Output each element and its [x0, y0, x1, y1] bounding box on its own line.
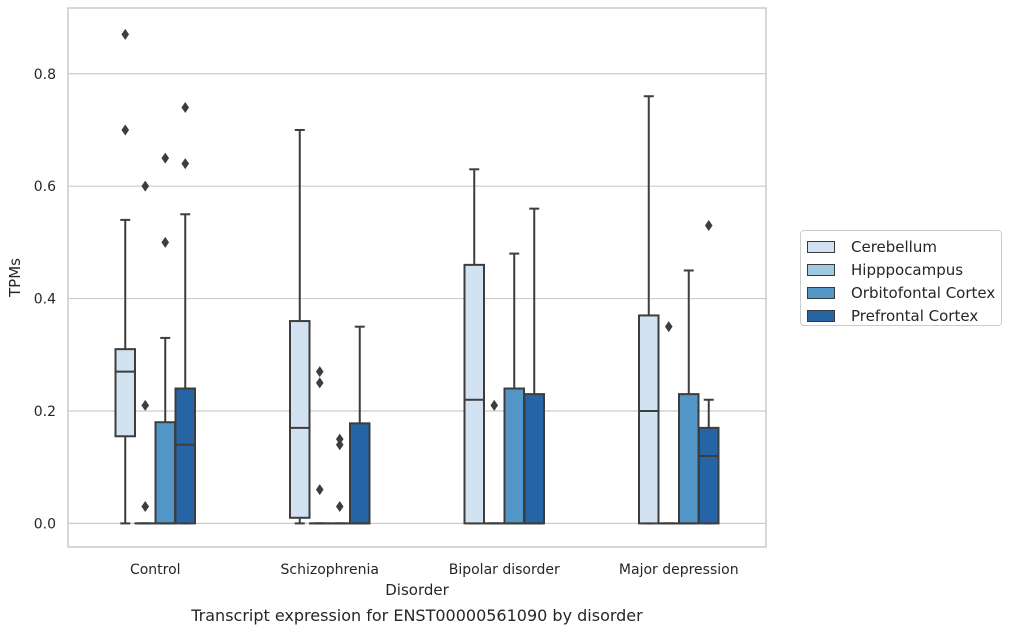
boxes: [114, 28, 720, 525]
legend-item: Orbitofontal Cortex: [801, 281, 1001, 304]
legend-swatch: [807, 309, 835, 322]
outlier-point: [141, 399, 150, 411]
legend-label: Cerebellum: [851, 237, 937, 256]
iqr-box: [289, 320, 311, 519]
outlier-point: [181, 158, 190, 170]
box-cerebellum: [114, 28, 136, 525]
outlier-point: [490, 399, 499, 411]
y-tick-label: 0.0: [34, 516, 56, 532]
box-prefrontal-cortex: [523, 207, 545, 525]
x-axis-label: Disorder: [385, 581, 449, 599]
box-hipppocampus: [658, 321, 680, 525]
legend-label: Prefrontal Cortex: [851, 306, 979, 325]
outlier-point: [315, 484, 324, 496]
iqr-box: [349, 422, 371, 525]
outlier-point: [121, 28, 130, 40]
iqr-box: [523, 393, 545, 525]
x-tick-label: Schizophrenia: [281, 562, 379, 578]
outlier-point: [181, 101, 190, 113]
y-tick-label: 0.2: [34, 404, 56, 420]
box-orbitofontal-cortex: [154, 152, 176, 525]
outlier-point: [664, 321, 673, 333]
iqr-box: [114, 348, 136, 438]
outlier-point: [335, 433, 344, 445]
outlier-point: [335, 501, 344, 513]
box-hipppocampus: [134, 180, 156, 525]
plot-frame: [67, 7, 767, 548]
iqr-box: [698, 426, 720, 525]
legend-swatch: [807, 240, 835, 253]
outlier-point: [315, 377, 324, 389]
box-cerebellum: [638, 95, 660, 525]
box-prefrontal-cortex: [698, 220, 720, 525]
x-tick-label: Major depression: [619, 562, 739, 578]
legend-swatch: [807, 286, 835, 299]
y-tick-label: 0.4: [34, 292, 56, 308]
boxplot-chart: TPMs Disorder 0.0 0.2 0.4 0.6 0.8 Control Schi…: [6, 7, 767, 599]
box-prefrontal-cortex: [174, 101, 196, 525]
box-hipppocampus: [483, 399, 505, 525]
outlier-point: [704, 220, 713, 232]
iqr-box: [678, 393, 700, 525]
y-axis-label: TPMs: [6, 258, 24, 298]
y-tick-label: 0.8: [34, 67, 56, 83]
x-tick-label: Control: [130, 562, 181, 578]
iqr-box: [503, 387, 525, 525]
box-cerebellum: [289, 128, 311, 525]
outlier-point: [141, 180, 150, 192]
box-hipppocampus: [309, 366, 331, 525]
legend-item: Prefrontal Cortex: [801, 304, 1001, 327]
iqr-box: [154, 421, 176, 525]
outlier-point: [161, 236, 170, 248]
iqr-box: [463, 263, 485, 525]
outlier-point: [315, 366, 324, 378]
box-orbitofontal-cortex: [329, 433, 351, 525]
y-tick-label: 0.6: [34, 179, 56, 195]
outlier-point: [161, 152, 170, 164]
box-cerebellum: [463, 168, 485, 525]
x-tick-label: Bipolar disorder: [449, 562, 560, 578]
box-prefrontal-cortex: [349, 325, 371, 525]
box-orbitofontal-cortex: [678, 269, 700, 525]
legend-item: Hipppocampus: [801, 258, 1001, 281]
iqr-box: [174, 387, 196, 525]
outlier-point: [121, 124, 130, 136]
iqr-box: [638, 314, 660, 525]
legend: Cerebellum Hipppocampus Orbitofontal Corte…: [800, 230, 1002, 326]
axes: TPMs Disorder 0.0 0.2 0.4 0.6 0.8 Control Schi…: [6, 67, 739, 599]
outlier-point: [141, 501, 150, 513]
legend-label: Orbitofontal Cortex: [851, 283, 996, 302]
legend-item: Cerebellum: [801, 235, 1001, 258]
chart-caption: Transcript expression for ENST0000056109…: [191, 606, 643, 625]
legend-label: Hipppocampus: [851, 260, 964, 279]
box-orbitofontal-cortex: [503, 252, 525, 525]
outlier-point: [335, 439, 344, 451]
legend-swatch: [807, 263, 835, 276]
